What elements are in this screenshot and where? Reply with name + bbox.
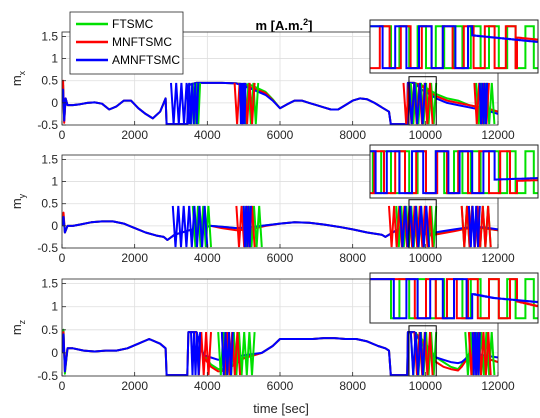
chatter-amnftsmc [398, 205, 430, 248]
chatter-amnftsmc [408, 82, 427, 125]
y-tick-label: -0.5 [37, 369, 58, 383]
inset-line-mnftsmc [370, 278, 538, 320]
y-tick-label: 0.5 [41, 323, 58, 337]
x-tick-label: 6000 [267, 128, 294, 142]
x-tick-label: 2000 [121, 379, 148, 393]
x-tick-label: 10000 [409, 379, 443, 393]
inset-frame [369, 144, 539, 199]
y-tick-label: 0.5 [41, 74, 58, 88]
legend-item-amnftsmc: AMNFTSMC [76, 53, 180, 67]
x-tick-label: 8000 [339, 379, 366, 393]
inset-frame [369, 272, 539, 324]
x-tick-label: 8000 [339, 251, 366, 265]
x-tick-label: 12000 [481, 251, 515, 265]
x-tick-label: 10000 [409, 128, 443, 142]
chatter-amnftsmc [171, 205, 191, 248]
legend-label: AMNFTSMC [112, 53, 180, 67]
chatter-amnftsmc [471, 332, 481, 376]
x-axis-label: time [sec] [253, 401, 309, 416]
legend-label: MNFTSMC [112, 35, 172, 49]
inset-frame [369, 19, 539, 74]
series-lines [62, 328, 498, 376]
y-tick-label: 0.5 [41, 197, 58, 211]
y-tick-label: 1 [51, 52, 58, 66]
x-tick-label: 6000 [267, 379, 294, 393]
chatter-amnftsmc [188, 205, 209, 248]
panel-3: 0 2000 4000 6000 8000 10000 12000-0.500.511.5m… [9, 277, 515, 393]
y-axis-label: mx [9, 70, 27, 86]
x-tick-label: 2000 [121, 251, 148, 265]
inset-line-amnftsmc [370, 278, 538, 320]
x-tick-label: 0 [59, 379, 66, 393]
x-tick-label: 12000 [481, 128, 515, 142]
legend-label: FTSMC [112, 17, 154, 31]
y-tick-label: 1 [51, 175, 58, 189]
figure-title: m [A.m.2] [255, 17, 312, 33]
zoom-inset-3 [369, 272, 539, 324]
y-tick-label: 0 [51, 96, 58, 110]
legend: FTSMC MNFTSMC AMNFTSMC [69, 11, 184, 75]
y-axis-label: mz [9, 319, 27, 335]
chatter-amnftsmc [170, 82, 191, 125]
chatter-amnftsmc [478, 82, 489, 125]
chatter-amnftsmc [188, 82, 200, 125]
x-tick-label: 4000 [194, 128, 221, 142]
x-tick-label: 6000 [267, 251, 294, 265]
chatter-amnftsmc [467, 205, 481, 248]
y-tick-label: 1 [51, 300, 58, 314]
y-tick-label: 1.5 [41, 152, 58, 166]
y-axis-label: my [9, 193, 27, 209]
chatter-amnftsmc [242, 205, 252, 248]
y-tick-label: 0 [51, 219, 58, 233]
zoom-inset-2 [369, 144, 539, 199]
x-tick-label: 8000 [339, 128, 366, 142]
x-tick-label: 10000 [409, 251, 443, 265]
chart-panels: 0 2000 4000 6000 8000 10000 12000-0.500.511.5m… [9, 19, 539, 393]
x-tick-label: 4000 [194, 251, 221, 265]
legend-item-mnftsmc: MNFTSMC [76, 35, 172, 49]
x-tick-label: 4000 [194, 379, 221, 393]
y-tick-label: 1.5 [41, 277, 58, 291]
y-tick-label: -0.5 [37, 241, 58, 255]
chatter-amnftsmc [190, 332, 202, 376]
x-tick-label: 12000 [481, 379, 515, 393]
x-tick-label: 0 [59, 128, 66, 142]
y-tick-label: 0 [51, 346, 58, 360]
y-tick-label: -0.5 [37, 118, 58, 132]
zoom-inset-1 [369, 19, 539, 74]
x-tick-label: 0 [59, 251, 66, 265]
chatter-amnftsmc [239, 82, 247, 125]
x-tick-label: 2000 [121, 128, 148, 142]
inset-line-amnftsmc [370, 150, 538, 195]
y-tick-label: 1.5 [41, 29, 58, 43]
series-lines [62, 205, 498, 248]
chatter-amnftsmc [220, 332, 234, 376]
series-lines [62, 79, 498, 125]
chatter-amnftsmc [409, 332, 427, 376]
legend-item-ftsmc: FTSMC [76, 17, 154, 31]
inset-line-amnftsmc [370, 25, 538, 70]
